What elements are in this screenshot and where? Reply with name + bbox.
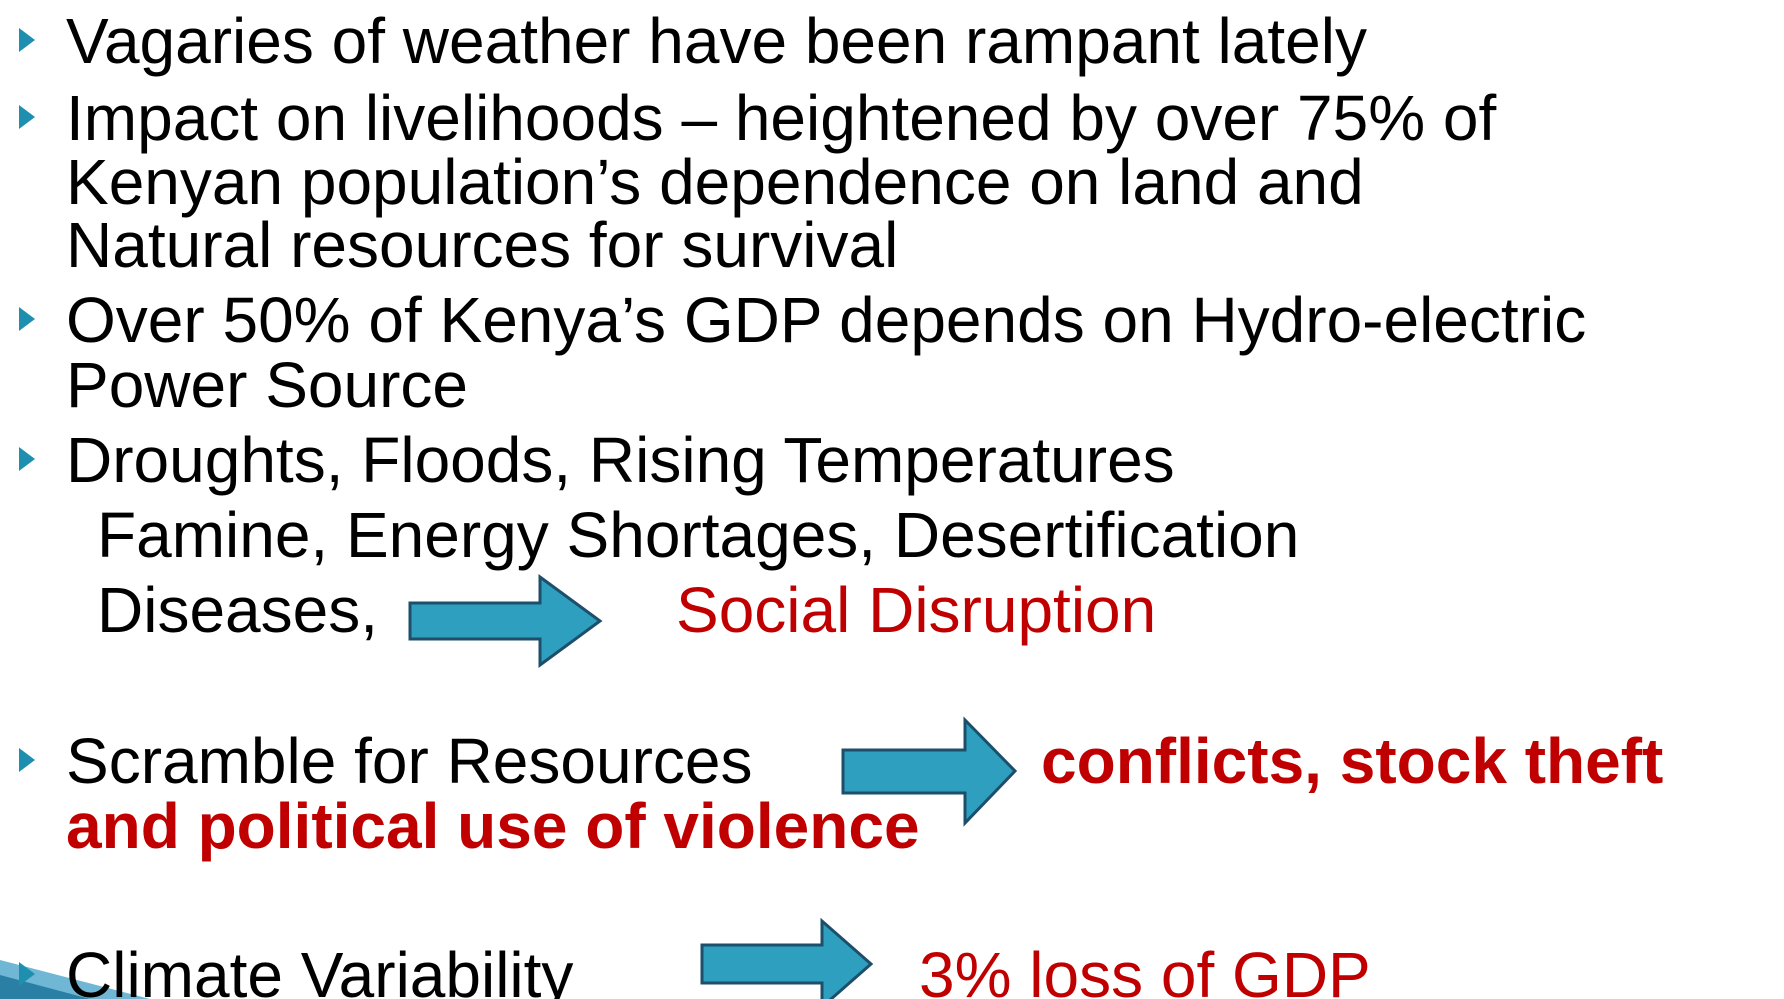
text-line: Droughts, Floods, Rising Temperatures: [66, 424, 1175, 496]
text-line: Power Source: [66, 349, 468, 421]
text-line: Natural resources for survival: [66, 209, 898, 281]
text-line: Over 50% of Kenya’s GDP depends on Hydro…: [66, 284, 1586, 356]
text-line: Scramble for Resources: [66, 725, 752, 797]
text-line: Famine, Energy Shortages, Desertificatio…: [97, 499, 1299, 571]
bullet: [19, 105, 35, 129]
bullet: [19, 28, 35, 52]
result-text: and political use of violence: [66, 790, 920, 862]
bullet: [19, 307, 35, 331]
result-text: Social Disruption: [676, 574, 1156, 646]
bullet: [19, 962, 35, 986]
bullet: [19, 748, 35, 772]
result-text: conflicts, stock theft: [1041, 725, 1663, 797]
text-line: Vagaries of weather have been rampant la…: [66, 5, 1367, 77]
text-line: Impact on livelihoods – heightened by ov…: [66, 82, 1496, 154]
arrow: [408, 574, 603, 668]
arrow: [700, 917, 874, 999]
bullet: [19, 447, 35, 471]
result-text: 3% loss of GDP: [919, 939, 1371, 999]
arrow: [841, 716, 1018, 827]
text-line: Diseases,: [97, 574, 378, 646]
text-line: Kenyan population’s dependence on land a…: [66, 146, 1364, 218]
text-line: Climate Variability: [66, 939, 573, 999]
